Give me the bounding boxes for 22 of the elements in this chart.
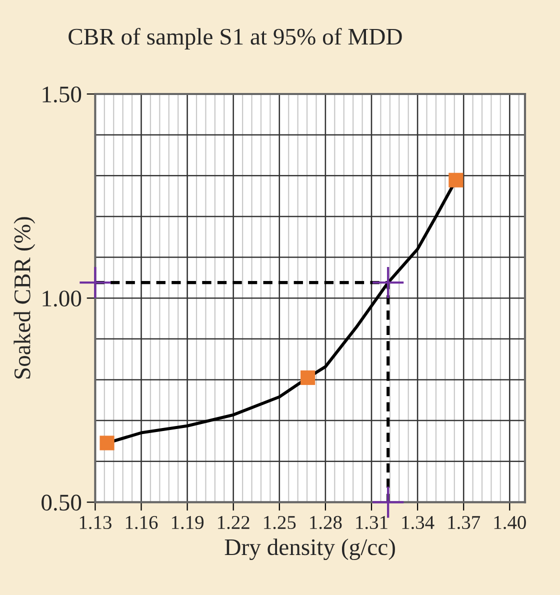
- x-tick-label: 1.13: [80, 516, 112, 530]
- x-tick-label: 1.40: [494, 516, 526, 530]
- x-tick-label: 1.37: [448, 516, 480, 530]
- x-tick-label: 1.31: [356, 516, 388, 530]
- y-tick-label: 1.50: [42, 86, 82, 103]
- point: [300, 370, 316, 385]
- y-tick-label: 0.50: [42, 494, 82, 511]
- x-tick-label: 1.22: [218, 516, 250, 530]
- point: [372, 486, 404, 518]
- point: [372, 267, 404, 298]
- x-tick-label: 1.34: [402, 516, 434, 530]
- y-tick-label: 1.00: [42, 290, 82, 307]
- x-tick-label: 1.25: [264, 516, 296, 530]
- x-axis-title: Dry density (g/cc): [224, 538, 395, 560]
- point: [80, 267, 111, 298]
- point: [448, 172, 464, 188]
- x-tick-label: 1.16: [126, 516, 158, 530]
- chart-title: CBR of sample S1 at 95% of MDD: [68, 28, 402, 50]
- point: [100, 436, 114, 450]
- x-tick-label: 1.28: [310, 516, 342, 530]
- x-tick-label: 1.19: [172, 516, 204, 530]
- y-axis-title: Soaked CBR (%): [14, 217, 36, 378]
